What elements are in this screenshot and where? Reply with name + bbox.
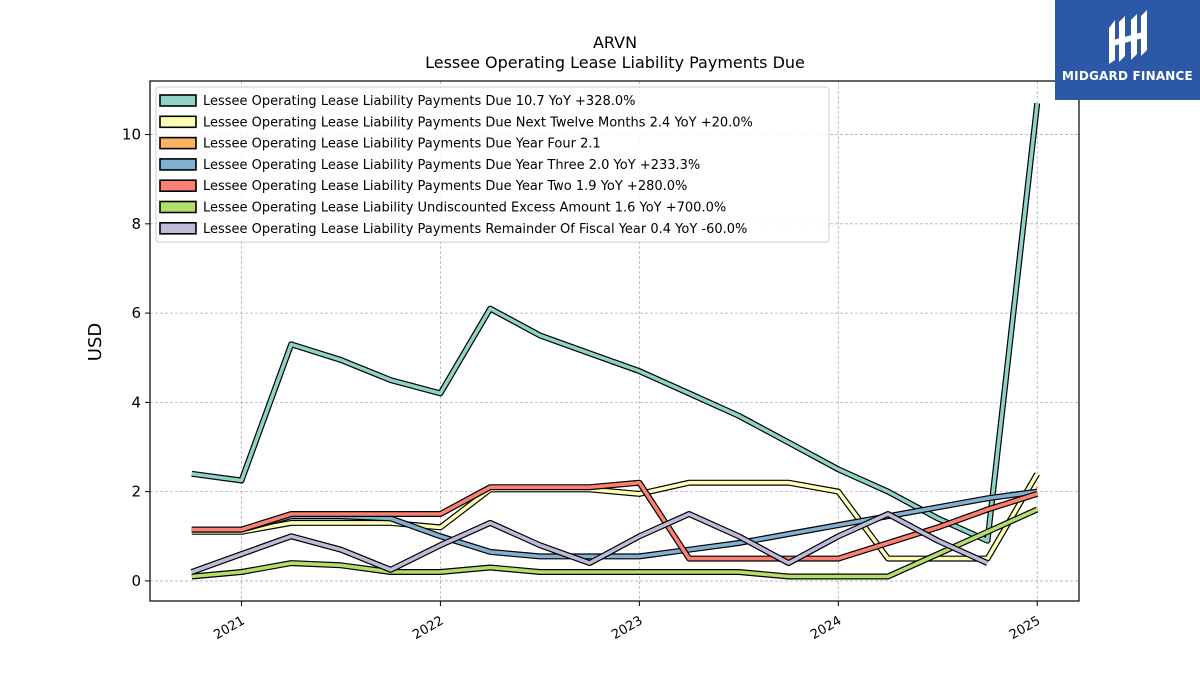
midgard-logo-icon [1109, 10, 1147, 64]
legend-entry: Lessee Operating Lease Liability Payment… [203, 222, 747, 237]
legend-entry: Lessee Operating Lease Liability Undisco… [203, 201, 726, 216]
legend-swatch [159, 179, 197, 192]
y-tick-label: 0 [131, 572, 141, 590]
y-axis-label: USD [85, 323, 106, 361]
series-line [191, 102, 1041, 544]
brand-logo: MIDGARD FINANCE [1055, 0, 1200, 100]
series-line-stroke [191, 512, 989, 574]
legend-swatch [159, 136, 197, 150]
legend-swatch [159, 115, 197, 129]
legend-swatch [159, 158, 197, 171]
series-line-stroke [191, 472, 1039, 561]
legend-swatch [159, 94, 197, 107]
legend-box [155, 86, 830, 243]
chart-ticker: ARVN [593, 33, 637, 52]
y-tick-label: 6 [131, 304, 141, 322]
y-ticks: 0 2 4 6 8 10 [122, 126, 150, 590]
y-tick-label: 8 [131, 215, 141, 233]
x-tick-label: 2021 [211, 613, 247, 643]
series-line-stroke [191, 507, 1038, 579]
legend-entry: Lessee Operating Lease Liability Payment… [203, 137, 601, 152]
series-line [190, 511, 989, 575]
series-group [190, 102, 1041, 580]
legend-entry: Lessee Operating Lease Liability Payment… [203, 115, 753, 130]
brand-name: MIDGARD FINANCE [1062, 69, 1193, 83]
legend-entry: Lessee Operating Lease Liability Payment… [203, 94, 636, 109]
legend: Lessee Operating Lease Liability Payment… [155, 86, 830, 243]
legend-swatch [159, 200, 197, 214]
legend-entry: Lessee Operating Lease Liability Payment… [203, 179, 687, 194]
series-line [191, 479, 1039, 562]
series-point [1035, 485, 1039, 489]
legend-entry: Lessee Operating Lease Liability Payment… [203, 158, 700, 173]
series-line [191, 506, 1039, 580]
x-tick-label: 2024 [808, 613, 844, 643]
y-tick-label: 4 [131, 393, 141, 411]
y-tick-label: 10 [122, 126, 141, 144]
chart-title: Lessee Operating Lease Liability Payment… [425, 53, 805, 72]
x-tick-label: 2025 [1007, 613, 1043, 643]
series-line-stroke [191, 103, 1039, 543]
series-line [191, 472, 1040, 562]
x-tick-label: 2023 [609, 613, 645, 643]
series-line-stroke [191, 480, 1038, 561]
x-ticks: 2021 2022 2023 2024 2025 [211, 601, 1043, 643]
legend-swatch [159, 222, 197, 235]
plot-frame [149, 80, 1080, 602]
y-tick-label: 2 [131, 483, 141, 501]
series-line [1035, 485, 1039, 489]
x-tick-label: 2022 [410, 613, 446, 643]
